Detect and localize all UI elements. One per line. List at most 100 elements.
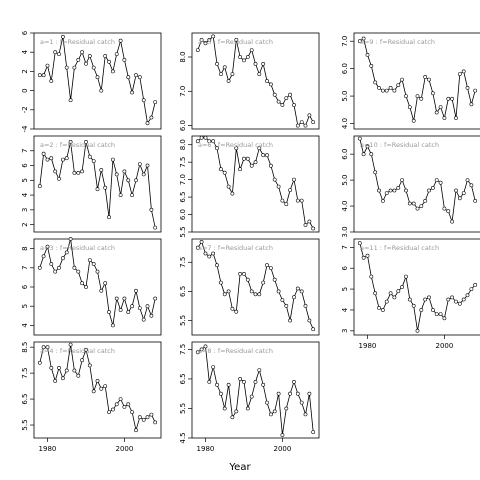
data-point (242, 58, 246, 63)
data-point (64, 250, 69, 255)
data-point (141, 98, 146, 103)
data-point (76, 269, 81, 274)
series-line (359, 37, 476, 121)
data-point (284, 303, 289, 308)
data-point (419, 96, 424, 101)
data-point (442, 116, 447, 120)
data-point (303, 223, 308, 227)
data-point (41, 345, 46, 350)
data-point (218, 167, 223, 172)
data-point (118, 308, 123, 312)
panel-label: a=4 : f=Residual catch (40, 347, 115, 355)
panel-label: a=2 : f=Residual catch (40, 141, 115, 149)
data-point (446, 96, 451, 101)
data-point (299, 400, 304, 405)
data-point (53, 269, 58, 274)
data-point (280, 198, 285, 203)
data-point (423, 297, 428, 302)
data-point (72, 265, 77, 270)
y-tick-label: 7.5 (179, 157, 187, 168)
data-point (230, 191, 235, 196)
data-point (288, 188, 293, 193)
data-point (446, 297, 451, 302)
data-point (245, 156, 250, 161)
y-tick-label: 6.0 (179, 209, 187, 220)
y-tick-label: 3 (21, 208, 29, 212)
data-point (257, 146, 262, 151)
data-point (215, 382, 219, 387)
data-point (134, 428, 138, 433)
data-point (288, 318, 293, 323)
data-point (99, 386, 104, 391)
data-point (45, 63, 50, 68)
data-point (361, 255, 366, 260)
panel-frame (33, 32, 162, 130)
y-tick-label: 7.5 (179, 257, 187, 268)
y-tick-label: 4.0 (341, 118, 349, 129)
panel-frame (191, 135, 320, 233)
data-point (145, 304, 150, 309)
x-tick-label: 1980 (197, 445, 215, 453)
data-point (137, 306, 142, 311)
data-point (118, 397, 123, 402)
y-tick-label: 2 (21, 69, 29, 73)
data-point (303, 412, 308, 417)
data-point (438, 180, 443, 185)
data-point (211, 34, 216, 39)
data-point (450, 219, 455, 224)
panel-label: a=11 : f=Residual catch (360, 244, 439, 252)
data-point (84, 139, 88, 144)
panel-frame (33, 135, 162, 233)
data-point (49, 262, 54, 266)
data-point (307, 318, 312, 323)
data-point (68, 139, 73, 144)
y-tick-label: 6.5 (179, 192, 187, 203)
data-point (215, 146, 219, 151)
data-point (137, 75, 142, 80)
data-point (137, 415, 142, 420)
data-point (218, 391, 223, 396)
data-point (442, 206, 447, 211)
data-point (149, 313, 154, 318)
data-point (64, 368, 69, 373)
data-point (215, 263, 219, 268)
data-point (288, 92, 293, 97)
data-point (365, 144, 370, 149)
x-tick-label: 2000 (116, 445, 134, 453)
data-point (295, 286, 300, 291)
panel-a8: 4.5 5.5 6.5 7.5 1980 2000 a=8 : f=Residual cat… (179, 341, 320, 453)
data-point (80, 358, 85, 363)
data-point (95, 378, 100, 383)
data-point (145, 415, 150, 420)
data-point (407, 105, 412, 110)
data-point (76, 58, 81, 62)
data-point (396, 289, 401, 294)
data-point (461, 69, 466, 74)
data-point (53, 378, 58, 383)
data-point (49, 156, 54, 161)
data-point (114, 296, 119, 301)
data-point (153, 225, 158, 230)
data-point (272, 409, 277, 414)
data-point (203, 41, 208, 46)
data-point (111, 157, 115, 162)
panel-a2: 2 3 4 5 6 7 a=2 : f=Residual catch (21, 135, 162, 233)
data-point (457, 301, 462, 306)
data-point (195, 48, 200, 53)
data-point (249, 289, 254, 294)
data-point (72, 368, 77, 373)
data-point (218, 72, 223, 77)
data-point (392, 88, 397, 93)
data-point (126, 402, 131, 407)
series-line (39, 344, 156, 431)
data-point (226, 79, 231, 83)
data-point (137, 162, 142, 167)
data-point (280, 433, 285, 437)
data-point (126, 75, 131, 80)
data-point (80, 281, 85, 286)
data-point (284, 96, 289, 101)
data-point (37, 360, 42, 365)
data-point (430, 308, 435, 312)
data-point (114, 172, 119, 177)
data-point (238, 55, 243, 59)
